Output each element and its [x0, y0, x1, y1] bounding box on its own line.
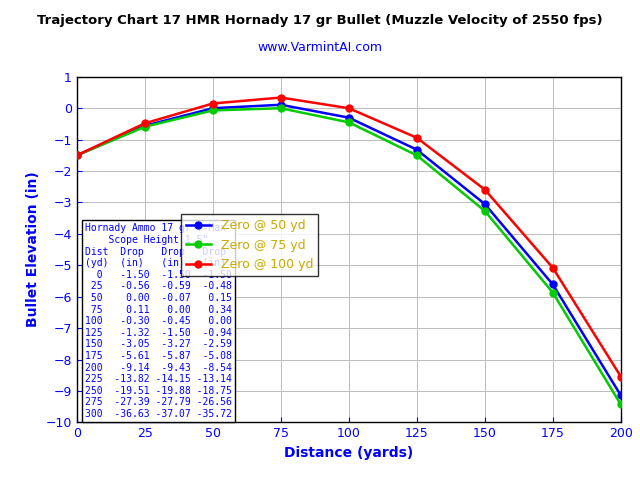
Zero @ 75 yd — [345, 120, 353, 125]
Legend: Zero @ 50 yd, Zero @ 75 yd, Zero @ 100 yd: Zero @ 50 yd, Zero @ 75 yd, Zero @ 100 y… — [181, 215, 319, 276]
Zero @ 100 yd — [481, 187, 489, 192]
Line: Zero @ 75 yd: Zero @ 75 yd — [74, 105, 624, 408]
Zero @ 50 yd — [277, 102, 285, 108]
Line: Zero @ 100 yd: Zero @ 100 yd — [74, 94, 624, 380]
Zero @ 75 yd — [209, 108, 216, 113]
Zero @ 100 yd — [209, 101, 216, 107]
Zero @ 75 yd — [141, 124, 148, 130]
Zero @ 75 yd — [413, 153, 420, 158]
Zero @ 100 yd — [141, 120, 148, 126]
Text: Hornady Ammo 17 gr V-Max
    Scope Height 1.5"
Dist  Drop   Drop   Drop
(yd)  (i: Hornady Ammo 17 gr V-Max Scope Height 1.… — [85, 223, 232, 419]
Zero @ 100 yd — [277, 95, 285, 100]
Zero @ 50 yd — [413, 147, 420, 153]
Zero @ 50 yd — [141, 123, 148, 129]
Zero @ 75 yd — [73, 153, 81, 158]
Zero @ 75 yd — [481, 208, 489, 214]
Zero @ 100 yd — [345, 105, 353, 111]
Zero @ 75 yd — [277, 105, 285, 111]
Zero @ 100 yd — [413, 135, 420, 141]
Line: Zero @ 50 yd: Zero @ 50 yd — [74, 101, 624, 399]
Zero @ 100 yd — [549, 265, 557, 271]
Zero @ 100 yd — [617, 373, 625, 379]
Zero @ 50 yd — [617, 393, 625, 398]
Zero @ 50 yd — [481, 201, 489, 207]
Zero @ 100 yd — [73, 153, 81, 158]
Zero @ 75 yd — [617, 402, 625, 408]
Text: Trajectory Chart 17 HMR Hornady 17 gr Bullet (Muzzle Velocity of 2550 fps): Trajectory Chart 17 HMR Hornady 17 gr Bu… — [37, 14, 603, 27]
Zero @ 50 yd — [209, 105, 216, 111]
Zero @ 50 yd — [549, 282, 557, 288]
Y-axis label: Bullet Elevation (in): Bullet Elevation (in) — [26, 172, 40, 327]
Text: www.VarmintAI.com: www.VarmintAI.com — [257, 41, 383, 54]
X-axis label: Distance (yards): Distance (yards) — [284, 446, 413, 460]
Zero @ 75 yd — [549, 290, 557, 296]
Zero @ 50 yd — [345, 115, 353, 120]
Zero @ 50 yd — [73, 153, 81, 158]
